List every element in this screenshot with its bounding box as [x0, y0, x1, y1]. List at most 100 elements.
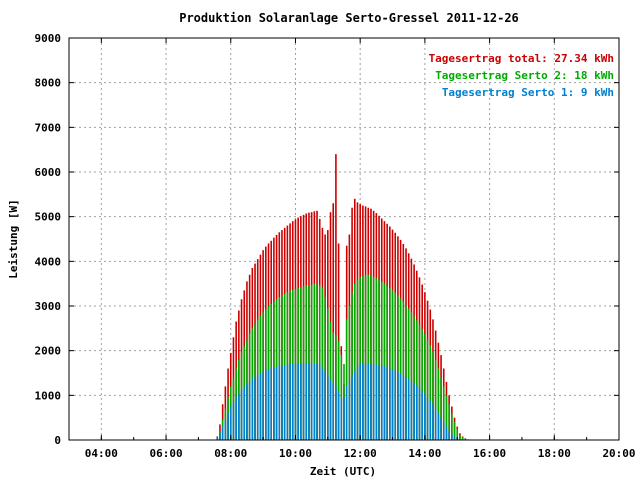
- bar-serto-1: [405, 377, 407, 440]
- bar-serto-2: [345, 319, 348, 440]
- y-tick-label: 7000: [35, 121, 62, 134]
- bar-serto-1: [297, 363, 299, 440]
- bar-serto-1: [273, 367, 275, 440]
- bar-serto-1: [224, 419, 227, 440]
- x-axis-label: Zeit (UTC): [310, 465, 376, 478]
- bar-serto-1: [448, 431, 450, 440]
- bar-serto-1: [329, 379, 332, 440]
- bar-serto-2: [370, 275, 372, 440]
- bar-serto-2: [356, 279, 359, 440]
- bar-serto-1: [399, 373, 402, 440]
- legend-entry: Tagesertrag Serto 2: 18 kWh: [435, 69, 614, 82]
- bar-serto-1: [345, 386, 348, 440]
- legend-entry: Tagesertrag total: 27.34 kWh: [429, 52, 614, 65]
- bar-serto-2: [310, 284, 313, 440]
- bar-serto-1: [256, 374, 259, 440]
- bar-serto-2: [362, 275, 364, 440]
- bar-serto-2: [421, 329, 423, 440]
- bar-serto-1: [383, 366, 386, 440]
- y-tick-label: 1000: [35, 389, 62, 402]
- bar-serto-1: [424, 393, 426, 440]
- bar-serto-1: [238, 393, 240, 440]
- bar-serto-1: [434, 408, 437, 440]
- bar-serto-1: [372, 364, 375, 440]
- bar-serto-2: [389, 288, 391, 440]
- bar-serto-1: [367, 363, 370, 440]
- bar-serto-2: [442, 386, 445, 440]
- bar-serto-2: [340, 355, 343, 440]
- bar-serto-1: [337, 391, 340, 440]
- y-tick-label: 0: [54, 434, 61, 447]
- x-tick-label: 04:00: [85, 447, 118, 460]
- bar-serto-2: [372, 276, 375, 440]
- bar-serto-1: [386, 367, 388, 440]
- bar-serto-2: [448, 404, 450, 440]
- bar-serto-1: [356, 366, 359, 440]
- bar-serto-1: [251, 378, 254, 440]
- bar-serto-1: [305, 363, 308, 440]
- bar-serto-2: [399, 298, 402, 440]
- bar-serto-1: [318, 364, 321, 440]
- bar-serto-2: [451, 413, 453, 440]
- bar-serto-2: [375, 278, 378, 440]
- bar-serto-1: [221, 426, 224, 440]
- bar-serto-2: [415, 320, 418, 440]
- y-tick-label: 8000: [35, 77, 62, 90]
- bar-serto-1: [278, 365, 281, 440]
- bar-serto-1: [248, 381, 251, 440]
- x-tick-label: 08:00: [214, 447, 247, 460]
- bar-serto-2: [407, 308, 410, 440]
- bar-serto-1: [362, 363, 364, 440]
- bar-serto-1: [289, 364, 291, 440]
- bar-serto-1: [335, 386, 337, 440]
- bar-serto-2: [424, 334, 426, 440]
- bar-serto-2: [459, 434, 461, 440]
- y-tick-label: 5000: [35, 211, 62, 224]
- bar-serto-2: [316, 284, 318, 440]
- bar-serto-2: [397, 295, 399, 440]
- bar-serto-2: [351, 292, 353, 440]
- bar-serto-2: [464, 438, 467, 440]
- bar-serto-1: [324, 370, 326, 440]
- bar-total: [332, 203, 335, 440]
- bar-serto-2: [313, 283, 316, 440]
- x-tick-label: 20:00: [602, 447, 635, 460]
- bar-serto-2: [337, 341, 340, 440]
- bar-serto-1: [351, 375, 353, 440]
- bar-serto-1: [327, 375, 329, 440]
- bar-serto-1: [232, 402, 235, 440]
- bar-serto-2: [308, 285, 310, 440]
- bar-serto-1: [321, 368, 324, 440]
- x-tick-label: 14:00: [408, 447, 441, 460]
- bar-serto-1: [262, 371, 264, 440]
- bar-serto-1: [286, 364, 289, 440]
- bar-serto-2: [380, 281, 383, 440]
- bar-serto-1: [407, 378, 410, 440]
- bar-serto-1: [316, 364, 318, 440]
- bar-serto-1: [364, 363, 367, 440]
- bar-total: [335, 154, 337, 440]
- y-tick-label: 6000: [35, 166, 62, 179]
- bar-serto-1: [370, 364, 372, 440]
- bar-serto-2: [394, 292, 397, 440]
- bar-serto-2: [432, 351, 434, 440]
- legend: Tagesertrag total: 27.34 kWh Tagesertrag …: [429, 52, 614, 99]
- bar-serto-1: [429, 400, 432, 440]
- bar-serto-2: [359, 276, 361, 440]
- y-tick-label: 9000: [35, 32, 62, 45]
- bar-serto-2: [429, 345, 432, 440]
- bar-serto-1: [291, 364, 294, 440]
- bar-serto-1: [397, 372, 399, 440]
- bar-serto-1: [302, 363, 305, 440]
- bar-serto-2: [461, 437, 464, 440]
- bar-serto-2: [440, 377, 442, 440]
- bar-serto-1: [391, 369, 394, 440]
- bar-serto-1: [308, 362, 310, 440]
- bar-serto-1: [389, 368, 391, 440]
- bar-serto-1: [283, 364, 286, 440]
- bar-serto-2: [383, 283, 386, 440]
- chart-title: Produktion Solaranlage Serto-Gressel 201…: [179, 11, 519, 25]
- bar-serto-2: [402, 301, 405, 440]
- bar-serto-2: [405, 305, 407, 440]
